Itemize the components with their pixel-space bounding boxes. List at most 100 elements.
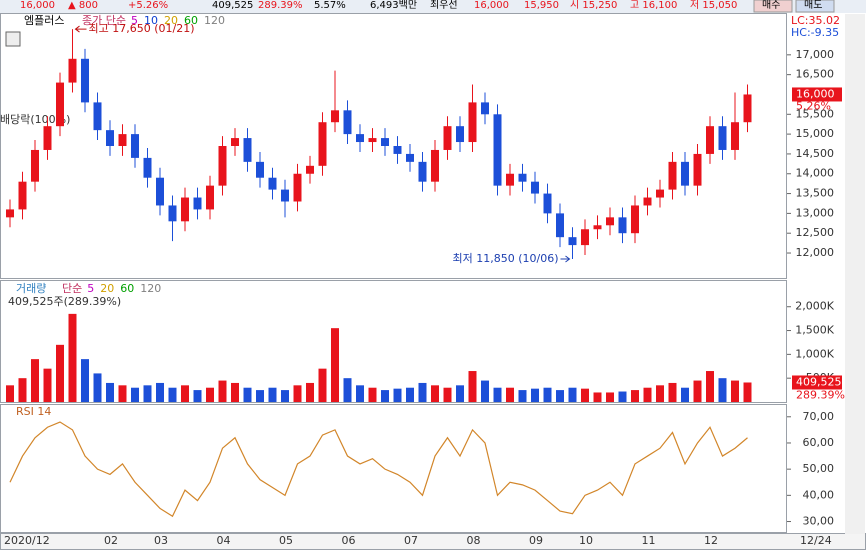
- candle-body: [531, 181, 539, 194]
- candle-body: [493, 114, 502, 186]
- sell-label[interactable]: 매도: [804, 0, 822, 11]
- menu-icon[interactable]: [5, 31, 21, 47]
- candle-body: [743, 94, 752, 123]
- change-pct: 5.26%: [796, 99, 831, 112]
- candle-body: [656, 189, 664, 198]
- legend-item: 60: [184, 14, 198, 27]
- candle-body: [581, 229, 589, 246]
- volume-bar: [606, 392, 614, 402]
- x-tick-label: 06: [342, 534, 356, 547]
- buy-label[interactable]: 매수: [762, 0, 780, 11]
- candle-body: [56, 82, 64, 127]
- candle-body: [268, 177, 277, 190]
- legend-item: 120: [140, 282, 161, 295]
- candle-body: [418, 161, 427, 182]
- volume-bar: [543, 387, 552, 402]
- y-tick-label: 12,000: [796, 246, 835, 259]
- ask: 16,000: [474, 0, 509, 11]
- ma-label: 종가 단순: [82, 14, 126, 27]
- volume-bar: [306, 382, 314, 402]
- volume-bar: [568, 387, 577, 402]
- volume-bar: [718, 378, 727, 402]
- y-tick-label: 13,500: [796, 187, 835, 200]
- label: 최우선: [430, 0, 458, 11]
- candle-body: [668, 161, 677, 190]
- candle-body: [106, 130, 114, 146]
- volume-bar: [181, 385, 189, 402]
- volume-bar: [118, 385, 127, 402]
- last-date: 12/24: [800, 534, 832, 547]
- volume-bar: [268, 387, 277, 402]
- candle-body: [131, 134, 139, 158]
- volume-bar: [18, 378, 27, 402]
- header-bar: [0, 0, 866, 13]
- y-tick-label: 30,00: [803, 515, 835, 528]
- bid: 15,950: [524, 0, 559, 11]
- volume-bar: [531, 388, 539, 402]
- y-tick-label: 60,00: [803, 436, 835, 449]
- candle-body: [81, 58, 89, 103]
- candle-body: [393, 146, 402, 154]
- last-price-box: [792, 87, 842, 102]
- volume-bar: [668, 382, 677, 402]
- volume-bar: [156, 382, 164, 402]
- candle-body: [206, 185, 214, 210]
- y-tick-label: 16,500: [796, 68, 835, 81]
- candle-body: [143, 157, 152, 178]
- candle-body: [331, 110, 339, 123]
- change-pct: +5.26%: [128, 0, 168, 11]
- candle-body: [381, 138, 389, 146]
- last-price: 16,000: [796, 87, 835, 100]
- volume-bar: [193, 390, 202, 402]
- candle-body: [606, 217, 614, 226]
- candle-body: [318, 122, 327, 166]
- x-tick-label: 05: [279, 534, 293, 547]
- volume-bar: [356, 385, 364, 402]
- candle-body: [93, 102, 102, 131]
- x-tick-label: 02: [104, 534, 118, 547]
- y-tick-label: 50,00: [803, 462, 835, 475]
- x-tick-label: 09: [529, 534, 543, 547]
- volume-bar: [481, 380, 489, 402]
- legend-item: 5: [131, 14, 138, 27]
- max-annotation: 최고 17,650 (01/21): [89, 22, 195, 35]
- volume-bar: [143, 385, 152, 402]
- y-tick-label: 40,00: [803, 488, 835, 501]
- volume-bar: [81, 359, 89, 402]
- volume-bar: [93, 373, 102, 402]
- title: 엠플러스: [24, 14, 64, 27]
- candle-body: [731, 122, 739, 150]
- volume-bar: [643, 387, 652, 402]
- x-tick-label: 10: [579, 534, 593, 547]
- y-tick-label: 17,000: [796, 48, 835, 61]
- event: 배당락(100%): [0, 113, 70, 126]
- volume-bar: [493, 387, 502, 402]
- price: 16,000: [20, 0, 55, 11]
- candle-body: [281, 189, 289, 202]
- candle-body: [568, 237, 577, 246]
- volume-bar: [131, 387, 139, 402]
- right-scroll: [845, 14, 865, 534]
- volume-bar: [206, 387, 214, 402]
- volume-bar: [418, 382, 427, 402]
- volume-bar: [468, 371, 477, 402]
- sell-button[interactable]: [795, 0, 835, 13]
- volume-bar: [43, 368, 52, 402]
- volume-pane: [0, 280, 787, 403]
- volume-bar: [218, 380, 227, 402]
- x-tick-label: 07: [404, 534, 418, 547]
- volume-bar: [693, 380, 702, 402]
- candle-body: [243, 138, 252, 162]
- buy-button[interactable]: [753, 0, 793, 13]
- candle-body: [256, 161, 264, 178]
- volume-bar: [331, 328, 339, 402]
- candle-body: [293, 173, 302, 202]
- candle-body: [118, 134, 127, 146]
- low: 저 15,050: [690, 0, 737, 11]
- candle-body: [181, 197, 189, 222]
- volume-bar: [168, 387, 177, 402]
- candle-body: [593, 225, 602, 230]
- y-tick-label: 13,000: [796, 206, 835, 219]
- candle-body: [231, 138, 239, 146]
- candle-body: [631, 205, 639, 234]
